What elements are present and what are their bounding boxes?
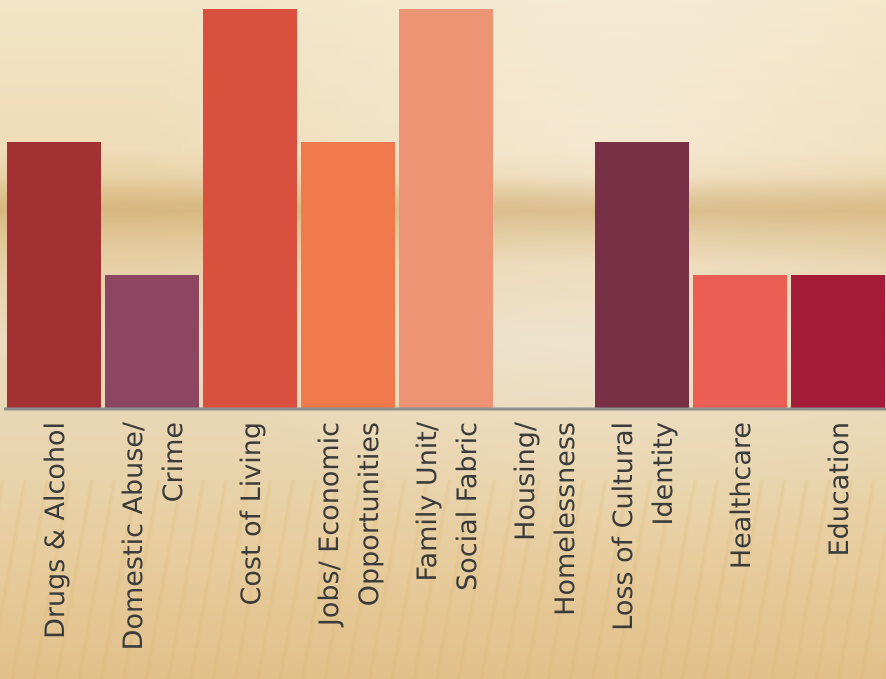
- category-label-line: Education: [824, 422, 855, 556]
- category-label-6: Loss of Cultural Identity: [608, 422, 679, 631]
- category-label-4: Family Unit/Social Fabric: [412, 421, 483, 591]
- category-label-1: Domestic Abuse/Crime: [118, 421, 189, 650]
- category-label-line: Homelessness: [550, 422, 581, 616]
- category-label-8: Education: [824, 422, 855, 556]
- bar-3: [301, 142, 395, 408]
- category-label-7: Healthcare: [726, 422, 757, 569]
- bar-4: [399, 9, 493, 408]
- category-label-line: Jobs/ Economic: [314, 422, 345, 628]
- bar-2: [203, 9, 297, 408]
- category-label-line: Social Fabric: [452, 422, 483, 591]
- category-label-5: Housing/Homelessness: [510, 421, 581, 616]
- category-labels-group: Drugs & Alcohol Domestic Abuse/Crime Cost …: [40, 421, 855, 650]
- category-label-line: Domestic Abuse/: [118, 421, 149, 650]
- category-label-line: Loss of Cultural: [608, 422, 639, 631]
- category-label-3: Jobs/ Economic Opportunities: [314, 422, 385, 628]
- category-label-line: Identity: [648, 422, 679, 525]
- category-label-line: Opportunities: [354, 422, 385, 606]
- bar-7: [693, 275, 787, 408]
- category-label-line: Cost of Living: [236, 422, 267, 606]
- category-label-line: Crime: [158, 422, 189, 502]
- category-label-line: Healthcare: [726, 422, 757, 569]
- category-label-line: Housing/: [510, 421, 541, 541]
- category-label-0: Drugs & Alcohol: [40, 422, 71, 639]
- bar-6: [595, 142, 689, 408]
- bars-group: [7, 9, 885, 408]
- bar-0: [7, 142, 101, 408]
- category-label-line: Drugs & Alcohol: [40, 422, 71, 639]
- bar-8: [791, 275, 885, 408]
- background-grass: [0, 480, 886, 679]
- bar-1: [105, 275, 199, 408]
- category-label-line: Family Unit/: [412, 421, 443, 581]
- category-label-2: Cost of Living: [236, 422, 267, 606]
